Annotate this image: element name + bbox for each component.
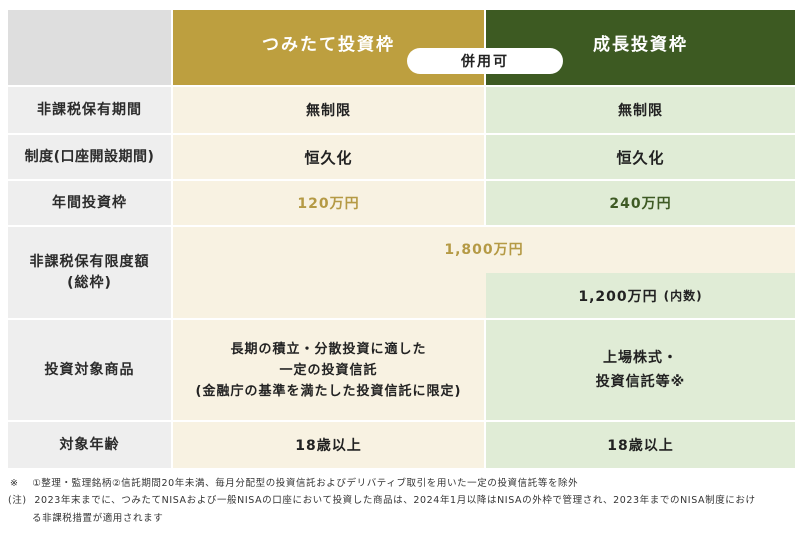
footnote-1: ※ ①整理・監理銘柄②信託期間20年未満、毎月分配型の投資信託およびデリバティブ… — [10, 475, 578, 489]
header-tsumitate-label: つみたて投資枠 — [262, 35, 395, 55]
growth-lifetime-suffix: (内数) — [663, 289, 703, 303]
growth-annual-limit: 240万円 — [486, 181, 795, 225]
tsumitate-products-line1: 長期の積立・分散投資に適した — [230, 341, 427, 357]
growth-eligible-age: 18歳以上 — [486, 422, 795, 468]
growth-tax-free-period: 無制限 — [486, 87, 795, 133]
growth-products-line2: 投資信託等※ — [595, 374, 686, 390]
growth-lifetime-value: 1,200万円 — [578, 288, 658, 305]
row-label-eligible-products: 投資対象商品 — [8, 320, 171, 420]
lifetime-total-value: 1,800万円 — [444, 242, 524, 258]
combined-use-badge: 併用可 — [407, 48, 563, 74]
footnote-2: (注) 2023年末までに、つみたてNISAおよび一般NISAの口座において投資… — [8, 492, 756, 506]
footnote-2-continued: る非課税措置が適用されます — [32, 513, 164, 524]
tsumitate-system-period: 恒久化 — [173, 135, 484, 179]
footnote-1-text: ①整理・監理銘柄②信託期間20年未満、毎月分配型の投資信託およびデリバティブ取引… — [32, 478, 579, 489]
footnote-2-mark: (注) — [8, 495, 27, 506]
row-label-system-period: 制度(口座開設期間) — [8, 135, 171, 179]
tsumitate-products-line3: (金融庁の基準を満たした投資信託に限定) — [195, 383, 462, 399]
growth-products-line1: 上場株式・ — [603, 350, 678, 366]
row-label-lifetime-limit: 非課税保有限度額 (総枠) — [8, 227, 171, 318]
tsumitate-eligible-age: 18歳以上 — [173, 422, 484, 468]
tsumitate-annual-limit: 120万円 — [173, 181, 484, 225]
tsumitate-products-line2: 一定の投資信託 — [279, 362, 378, 378]
tsumitate-tax-free-period: 無制限 — [173, 87, 484, 133]
lifetime-limit-label-line1: 非課税保有限度額 — [29, 253, 150, 270]
header-growth-label: 成長投資枠 — [593, 35, 688, 55]
growth-eligible-products: 上場株式・ 投資信託等※ — [486, 320, 795, 420]
growth-system-period: 恒久化 — [486, 135, 795, 179]
tsumitate-eligible-products: 長期の積立・分散投資に適した 一定の投資信託 (金融庁の基準を満たした投資信託に… — [173, 320, 484, 420]
growth-lifetime-limit: 1,200万円 (内数) — [486, 273, 795, 318]
lifetime-limit-label-line2: (総枠) — [67, 274, 112, 291]
header-blank-cell — [8, 10, 171, 85]
row-label-annual-limit: 年間投資枠 — [8, 181, 171, 225]
header-tsumitate: つみたて投資枠 — [173, 10, 484, 85]
row-label-eligible-age: 対象年齢 — [8, 422, 171, 468]
footnote-1-mark: ※ — [10, 478, 19, 489]
row-label-tax-free-period: 非課税保有期間 — [8, 87, 171, 133]
footnote-2-text: 2023年末までに、つみたてNISAおよび一般NISAの口座において投資した商品… — [34, 495, 756, 506]
